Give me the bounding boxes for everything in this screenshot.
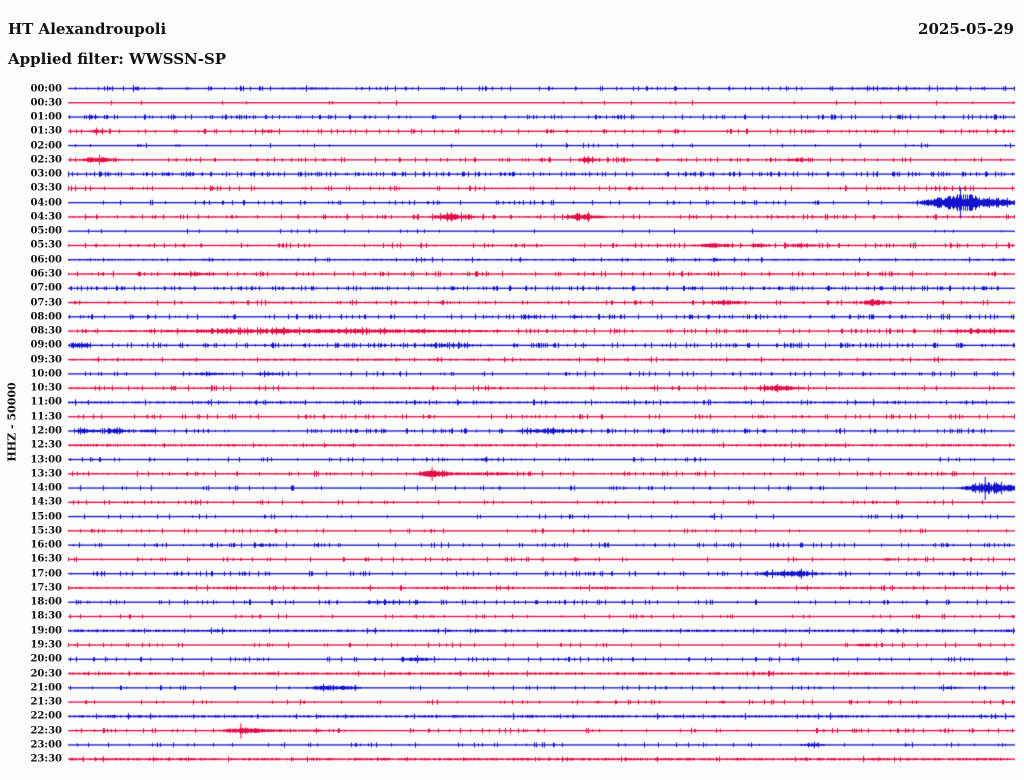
time-label: 17:30 (30, 582, 62, 594)
time-label: 15:00 (30, 511, 62, 523)
time-label: 03:30 (30, 182, 62, 194)
time-label: 15:30 (30, 525, 62, 537)
time-label: 04:00 (30, 197, 62, 209)
time-label: 18:30 (30, 610, 62, 622)
time-label: 02:30 (30, 154, 62, 166)
time-label: 16:30 (30, 553, 62, 565)
time-label: 13:30 (30, 468, 62, 480)
time-label: 17:00 (30, 568, 62, 580)
time-label: 01:30 (30, 125, 62, 137)
time-label: 20:00 (30, 653, 62, 665)
time-label: 11:00 (30, 396, 62, 408)
time-label: 23:00 (30, 739, 62, 751)
time-label: 19:30 (30, 639, 62, 651)
time-label: 20:30 (30, 668, 62, 680)
time-label: 21:00 (30, 682, 62, 694)
time-label: 19:00 (30, 625, 62, 637)
time-label: 22:30 (30, 725, 62, 737)
time-label: 09:00 (30, 339, 62, 351)
time-label: 11:30 (30, 411, 62, 423)
time-label: 08:30 (30, 325, 62, 337)
time-label: 06:00 (30, 254, 62, 266)
time-label: 21:30 (30, 696, 62, 708)
time-label: 06:30 (30, 268, 62, 280)
time-label: 12:30 (30, 439, 62, 451)
time-label: 05:30 (30, 239, 62, 251)
time-label: 22:00 (30, 710, 62, 722)
time-label: 23:30 (30, 753, 62, 765)
time-label: 18:00 (30, 596, 62, 608)
time-label: 03:00 (30, 168, 62, 180)
time-label: 00:30 (30, 97, 62, 109)
time-label: 12:00 (30, 425, 62, 437)
time-label: 10:00 (30, 368, 62, 380)
time-label: 05:00 (30, 225, 62, 237)
time-label: 01:00 (30, 111, 62, 123)
time-label: 10:30 (30, 382, 62, 394)
time-label: 04:30 (30, 211, 62, 223)
time-label: 07:30 (30, 297, 62, 309)
time-label: 08:00 (30, 311, 62, 323)
time-label: 02:00 (30, 140, 62, 152)
time-label: 14:00 (30, 482, 62, 494)
time-label: 00:00 (30, 83, 62, 94)
time-label: 07:00 (30, 282, 62, 294)
time-label: 13:00 (30, 454, 62, 466)
time-label: 16:00 (30, 539, 62, 551)
time-label: 14:30 (30, 496, 62, 508)
time-label: 09:30 (30, 354, 62, 366)
